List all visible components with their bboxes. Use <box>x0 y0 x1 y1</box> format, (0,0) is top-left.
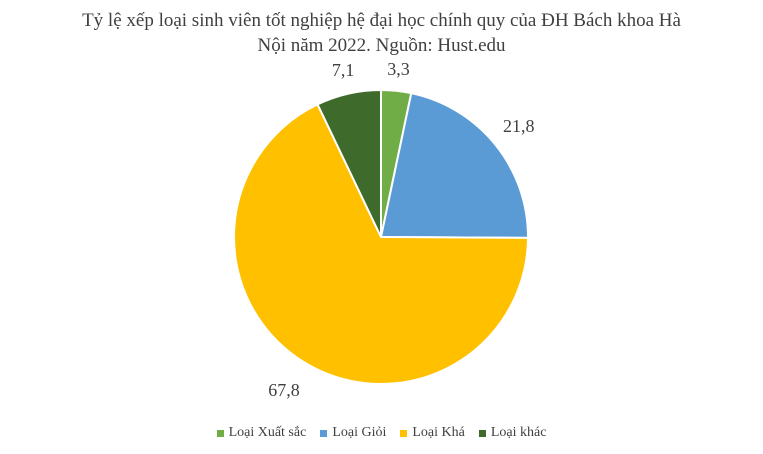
chart-title-line-2: Nội năm 2022. Nguồn: Hust.edu <box>257 35 506 56</box>
chart-legend: Loại Xuất sắc Loại Giỏi Loại Khá Loại khác <box>0 425 763 441</box>
legend-item-loai-kha: Loại Khá <box>400 425 465 441</box>
legend-label-loai-khac: Loại khác <box>490 425 547 440</box>
data-label-loai-kha: 67,8 <box>268 380 300 400</box>
pie-slice-loai-kha <box>233 103 530 385</box>
legend-item-loai-khac: Loại khác <box>478 425 547 441</box>
data-label-loai-xuat-sac: 3,3 <box>387 59 410 79</box>
legend-swatch-loai-khac <box>478 429 486 437</box>
chart-title: Tỷ lệ xếp loại sinh viên tốt nghiệp hệ đ… <box>0 8 763 58</box>
pie-slice-loai-khac <box>316 88 382 238</box>
data-label-loai-khac: 7,1 <box>332 60 355 80</box>
legend-label-loai-kha: Loại Khá <box>412 425 465 440</box>
legend-swatch-loai-gioi <box>320 429 328 437</box>
legend-label-loai-xuat-sac: Loại Xuất sắc <box>228 425 307 440</box>
legend-label-loai-gioi: Loại Giỏi <box>332 425 387 440</box>
legend-swatch-loai-kha <box>400 429 408 437</box>
pie-slice-loai-gioi <box>379 91 529 239</box>
chart-title-line-1: Tỷ lệ xếp loại sinh viên tốt nghiệp hệ đ… <box>82 10 681 31</box>
data-label-loai-gioi: 21,8 <box>503 116 535 136</box>
legend-swatch-loai-xuat-sac <box>216 429 224 437</box>
legend-item-loai-xuat-sac: Loại Xuất sắc <box>216 425 307 441</box>
legend-item-loai-gioi: Loại Giỏi <box>320 425 386 441</box>
